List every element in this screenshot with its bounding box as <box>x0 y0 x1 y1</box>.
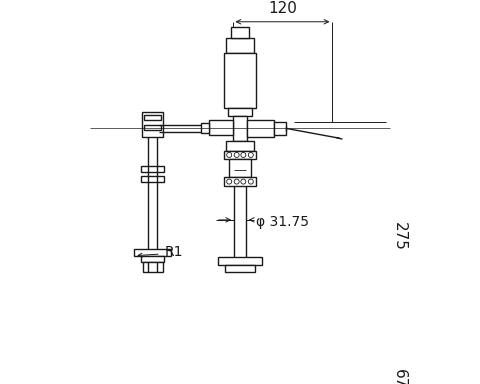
Bar <box>144 125 161 130</box>
Bar <box>218 257 262 265</box>
Bar <box>226 38 254 53</box>
Text: R1: R1 <box>164 245 183 259</box>
Text: 67: 67 <box>392 369 408 384</box>
Bar <box>226 141 254 151</box>
Bar <box>134 249 171 256</box>
Bar <box>224 151 256 159</box>
Bar <box>141 176 164 182</box>
Bar <box>201 123 209 133</box>
Bar <box>229 159 251 177</box>
Bar <box>228 108 252 116</box>
Bar <box>224 53 256 108</box>
Bar <box>248 120 274 137</box>
Text: φ 31.75: φ 31.75 <box>256 215 309 228</box>
Bar <box>141 256 164 262</box>
Bar <box>231 27 249 38</box>
Bar <box>209 120 232 135</box>
Bar <box>232 116 248 141</box>
Text: 275: 275 <box>392 222 408 250</box>
Bar <box>144 115 161 120</box>
Bar <box>141 166 164 172</box>
Bar <box>225 265 255 272</box>
Bar <box>224 177 256 186</box>
Bar <box>274 122 286 135</box>
Text: 120: 120 <box>268 1 297 16</box>
Bar <box>142 112 163 137</box>
Bar <box>143 262 163 272</box>
